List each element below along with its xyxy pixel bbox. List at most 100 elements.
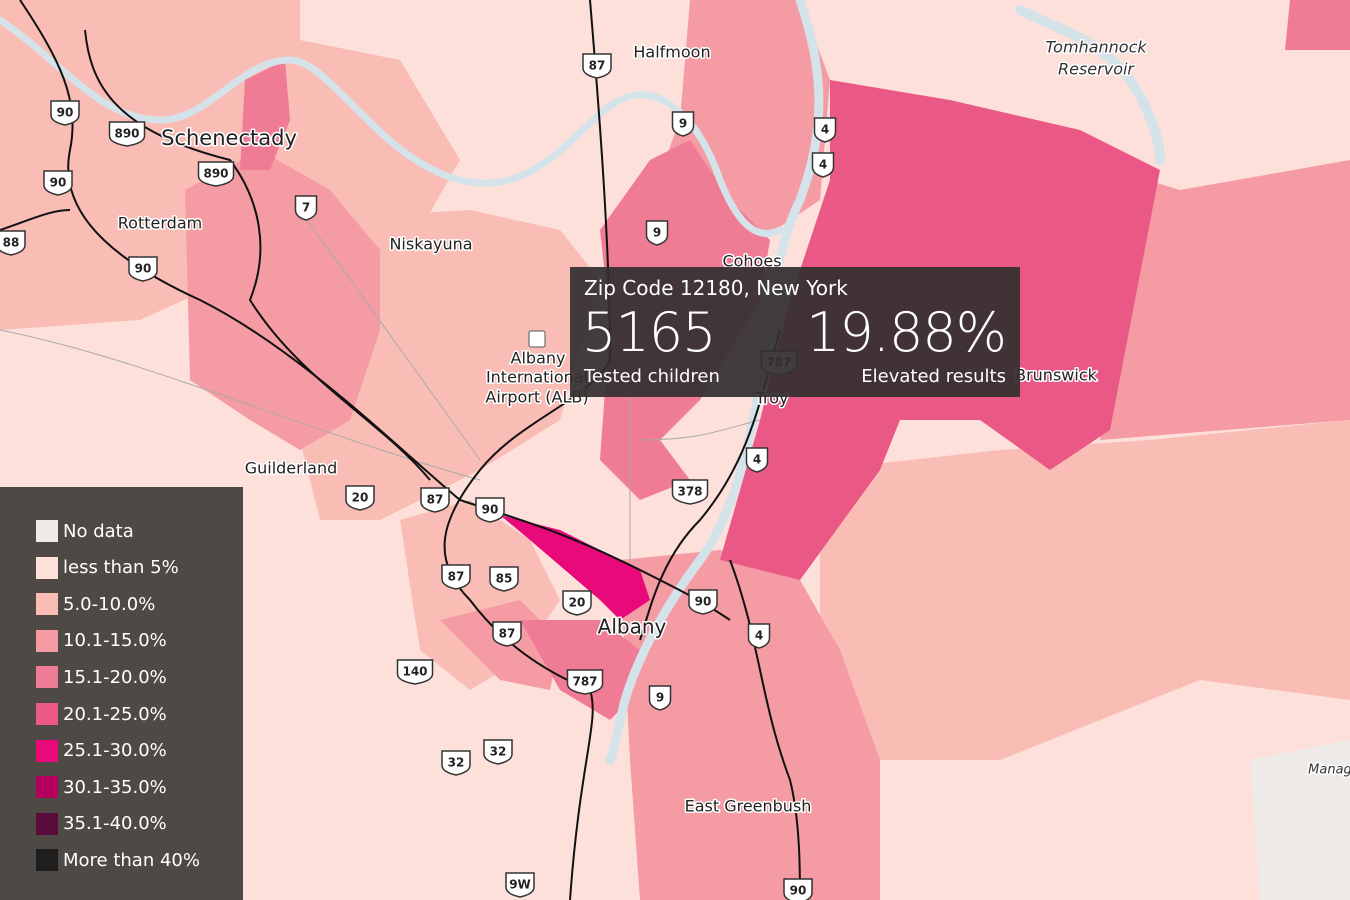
- legend-swatch: [36, 629, 58, 652]
- place-label: Manag: [1308, 763, 1350, 778]
- place-label: East Greenbush: [685, 797, 812, 816]
- place-label: Brunswick: [1015, 366, 1098, 385]
- shield-shape: [492, 621, 522, 647]
- shield-shape: [811, 152, 835, 178]
- legend-label: No data: [63, 520, 134, 542]
- reservoir: [1015, 5, 1165, 165]
- highway-shield: 87: [492, 621, 522, 647]
- shield-shape: [420, 487, 450, 513]
- highway-shield: 9: [648, 685, 672, 711]
- legend-item: 5.0-10.0%: [36, 593, 155, 616]
- legend-item: No data: [36, 520, 134, 542]
- shield-label: 378: [677, 485, 702, 499]
- shield-label: 85: [496, 572, 513, 586]
- shield-label: 4: [753, 453, 761, 467]
- place-label: Guilderland: [245, 459, 338, 478]
- region: [1285, 0, 1350, 50]
- place-label: Reservoir: [1058, 60, 1135, 79]
- shield-label: 90: [135, 262, 152, 276]
- legend-label: less than 5%: [63, 557, 179, 579]
- place-label: Albany: [598, 615, 667, 639]
- shield-label: 87: [448, 570, 465, 584]
- shield-label: 87: [499, 627, 516, 641]
- legend-swatch: [36, 739, 58, 762]
- shield-shape: [671, 111, 695, 137]
- legend-label: 30.1-35.0%: [63, 776, 167, 798]
- shield-label: 140: [402, 665, 427, 679]
- shield-shape: [566, 669, 604, 695]
- shield-shape: [345, 485, 375, 511]
- tooltip: Zip Code 12180, New York 5165 Tested chi…: [570, 267, 1020, 397]
- shield-label: 4: [819, 158, 827, 172]
- shield-label: 9: [679, 117, 687, 131]
- region: [1250, 740, 1350, 900]
- highway-shield: 90: [783, 878, 813, 900]
- highway: [0, 209, 71, 231]
- shield-shape: [50, 100, 80, 126]
- place-label: International: [486, 368, 588, 387]
- shield-label: 4: [755, 629, 763, 643]
- legend-item: 15.1-20.0%: [36, 666, 167, 689]
- airport-icon: [528, 330, 546, 348]
- shield-label: 890: [203, 167, 228, 181]
- shield-shape: [197, 161, 235, 187]
- shield-shape: [813, 117, 837, 143]
- region: [500, 515, 650, 620]
- highway-shield: 87: [582, 53, 612, 79]
- shield-label: 90: [50, 176, 67, 190]
- highway: [443, 0, 612, 900]
- place-label: Albany: [511, 349, 566, 368]
- shield-label: 20: [352, 491, 369, 505]
- highway-shield: 90: [50, 100, 80, 126]
- place-label: Cohoes: [722, 252, 781, 271]
- place-label: Tomhannock: [1045, 38, 1147, 57]
- legend-item: 35.1-40.0%: [36, 812, 167, 835]
- shield-label: 9W: [509, 878, 531, 892]
- shield-shape: [747, 623, 771, 649]
- highway-shield: 90: [43, 170, 73, 196]
- place-label: Airport (ALB): [485, 388, 588, 407]
- shield-label: 4: [821, 123, 829, 137]
- highway-shield: 140: [396, 659, 434, 685]
- tooltip-tested-label: Tested children: [584, 366, 720, 387]
- tooltip-elevated-label: Elevated results: [861, 366, 1006, 387]
- shield-shape: [108, 121, 146, 147]
- highway-shield: 4: [813, 117, 837, 143]
- legend-swatch: [36, 520, 58, 542]
- highway: [84, 29, 431, 481]
- shield-label: 7: [302, 201, 310, 215]
- shield-shape: [128, 256, 158, 282]
- legend-swatch: [36, 703, 58, 725]
- highway-shield: 88: [0, 230, 26, 256]
- legend-swatch: [36, 849, 58, 872]
- legend-swatch: [36, 666, 58, 689]
- region: [240, 60, 290, 170]
- highway-shield: 32: [441, 750, 471, 776]
- shield-shape: [645, 220, 669, 246]
- legend-label: 20.1-25.0%: [63, 703, 167, 725]
- legend-label: More than 40%: [63, 849, 200, 871]
- shield-label: 890: [114, 127, 139, 141]
- highway-shield: 90: [475, 497, 505, 523]
- shield-shape: [483, 739, 513, 765]
- place-label: Schenectady: [161, 126, 297, 150]
- shield-label: 32: [490, 745, 507, 759]
- legend-swatch: [36, 556, 58, 579]
- legend-swatch: [36, 812, 58, 835]
- place-label: Niskayuna: [389, 235, 472, 254]
- legend-swatch: [36, 593, 58, 616]
- shield-shape: [396, 659, 434, 685]
- shield-shape: [505, 872, 535, 898]
- region: [185, 150, 380, 450]
- legend-label: 10.1-15.0%: [63, 630, 167, 652]
- highway-shield: 9W: [505, 872, 535, 898]
- highway-shield: 4: [747, 623, 771, 649]
- highway-shield: 9: [671, 111, 695, 137]
- legend-label: 25.1-30.0%: [63, 740, 167, 762]
- highway-shield: 378: [671, 479, 709, 505]
- tooltip-tested: 5165: [582, 301, 716, 364]
- place-label: Rotterdam: [118, 214, 202, 233]
- shield-label: 88: [3, 236, 20, 250]
- highway-shield: 20: [562, 590, 592, 616]
- highway-shield: 32: [483, 739, 513, 765]
